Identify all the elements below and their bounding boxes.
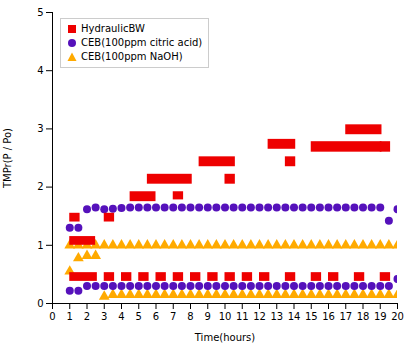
svg-text:Time(hours): Time(hours)	[194, 332, 255, 343]
svg-text:5: 5	[37, 7, 43, 18]
html-text:HydraulicBW: HydraulicBW	[81, 23, 145, 34]
svg-text:0: 0	[49, 311, 55, 322]
svg-text:TMPr(P / Po): TMPr(P / Po)	[2, 128, 13, 189]
svg-text:11: 11	[236, 311, 249, 322]
svg-text:3: 3	[37, 123, 43, 134]
svg-text:13: 13	[270, 311, 283, 322]
svg-text:14: 14	[288, 311, 301, 322]
svg-text:1: 1	[37, 240, 43, 251]
html-text:CEB(100ppm citric acid): CEB(100ppm citric acid)	[81, 37, 203, 48]
svg-text:2: 2	[84, 311, 90, 322]
svg-text:17: 17	[339, 311, 352, 322]
svg-text:4: 4	[118, 311, 124, 322]
svg-text:1: 1	[67, 311, 73, 322]
svg-text:9: 9	[205, 311, 211, 322]
html-text:CEB(100ppm NaOH): CEB(100ppm NaOH)	[81, 51, 183, 62]
svg-text:4: 4	[37, 65, 43, 76]
svg-text:20: 20	[391, 311, 404, 322]
svg-text:15: 15	[305, 311, 318, 322]
svg-text:3: 3	[101, 311, 107, 322]
svg-text:12: 12	[253, 311, 266, 322]
svg-text:19: 19	[374, 311, 387, 322]
svg-text:18: 18	[357, 311, 370, 322]
svg-text:10: 10	[219, 311, 232, 322]
svg-text:2: 2	[37, 181, 43, 192]
svg-text:16: 16	[322, 311, 335, 322]
svg-text:8: 8	[187, 311, 193, 322]
svg-text:5: 5	[136, 311, 142, 322]
svg-text:0: 0	[37, 298, 43, 309]
svg-text:6: 6	[153, 311, 159, 322]
svg-text:7: 7	[170, 311, 176, 322]
